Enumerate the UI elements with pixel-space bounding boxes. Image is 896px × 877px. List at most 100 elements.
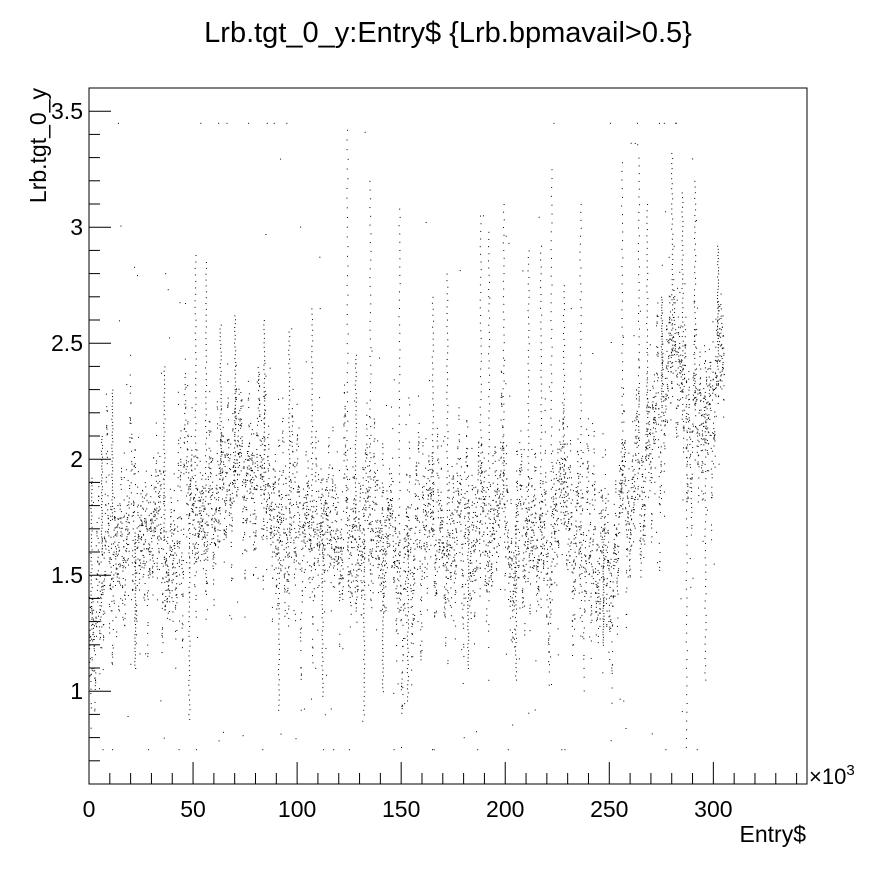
data-point: [334, 559, 336, 561]
data-point: [365, 449, 367, 451]
data-point: [517, 511, 519, 513]
data-point: [170, 553, 172, 555]
data-point: [265, 375, 267, 377]
data-point: [369, 437, 371, 439]
data-point: [168, 556, 170, 558]
data-point: [172, 579, 174, 581]
data-point: [140, 525, 142, 527]
data-point: [239, 424, 241, 426]
data-point: [243, 506, 245, 508]
data-point: [396, 559, 398, 561]
data-point: [131, 555, 133, 557]
data-point: [193, 456, 195, 458]
data-point: [148, 528, 150, 530]
data-point: [202, 490, 203, 492]
data-point: [109, 605, 111, 607]
data-point: [468, 516, 469, 518]
data-point: [332, 426, 334, 428]
data-point: [477, 492, 479, 494]
data-point: [335, 541, 337, 543]
data-point: [178, 559, 180, 561]
data-point: [407, 549, 409, 551]
data-point: [431, 456, 433, 458]
data-point: [263, 396, 265, 398]
data-point: [299, 636, 301, 638]
data-point: [211, 526, 213, 528]
data-point: [194, 497, 196, 499]
data-point: [181, 622, 183, 624]
data-point: [453, 582, 455, 584]
data-point: [489, 530, 491, 532]
data-point: [189, 486, 191, 488]
data-point: [535, 565, 537, 567]
data-point: [241, 425, 243, 427]
data-point: [492, 462, 494, 464]
data-point: [505, 529, 507, 531]
data-point: [316, 465, 318, 467]
data-point: [228, 484, 230, 486]
data-point: [539, 519, 541, 521]
data-point: [230, 541, 232, 543]
data-point: [345, 454, 347, 456]
data-point: [377, 479, 379, 481]
data-point: [529, 613, 531, 615]
data-point: [208, 491, 210, 493]
data-point: [249, 442, 251, 444]
data-point: [91, 638, 92, 640]
data-point: [434, 595, 436, 597]
data-point: [265, 484, 267, 485]
data-point: [403, 538, 405, 540]
data-point: [166, 571, 168, 573]
data-point: [214, 526, 216, 528]
data-point: [178, 561, 180, 563]
data-point: [153, 531, 155, 533]
data-point: [136, 614, 138, 616]
data-point: [531, 506, 533, 508]
data-point: [472, 521, 474, 523]
data-point: [463, 737, 465, 739]
data-point: [398, 553, 400, 555]
data-point: [241, 442, 243, 444]
data-point: [173, 542, 175, 544]
data-point: [473, 503, 475, 505]
data-point: [375, 527, 377, 529]
data-point: [357, 585, 359, 587]
data-point: [213, 583, 215, 585]
data-point: [532, 500, 534, 502]
data-point: [216, 452, 218, 454]
data-point: [478, 446, 480, 448]
data-point: [365, 488, 367, 490]
data-point: [453, 549, 455, 551]
data-point: [217, 499, 219, 501]
data-point: [227, 456, 229, 458]
data-point: [145, 470, 147, 472]
data-point: [154, 519, 156, 521]
data-point: [139, 559, 141, 561]
data-point: [112, 586, 114, 588]
data-point: [362, 528, 364, 530]
data-point: [406, 473, 408, 475]
data-point: [303, 541, 305, 543]
data-point: [500, 402, 502, 404]
data-point: [119, 563, 121, 565]
data-point: [423, 524, 425, 526]
data-point: [496, 569, 498, 571]
data-point: [124, 604, 126, 606]
data-point: [249, 474, 251, 476]
data-point: [511, 632, 513, 634]
data-point: [259, 403, 261, 405]
data-point: [155, 528, 157, 530]
data-point: [328, 474, 330, 476]
data-point: [245, 479, 247, 481]
data-point: [507, 541, 509, 543]
data-point: [123, 565, 125, 567]
data-point: [448, 600, 450, 602]
data-point: [431, 492, 433, 494]
data-point: [98, 517, 100, 519]
data-point: [447, 592, 449, 594]
data-point: [535, 498, 537, 500]
data-point: [93, 609, 95, 611]
data-point: [452, 560, 454, 562]
data-point: [346, 500, 348, 502]
data-point: [298, 524, 300, 526]
